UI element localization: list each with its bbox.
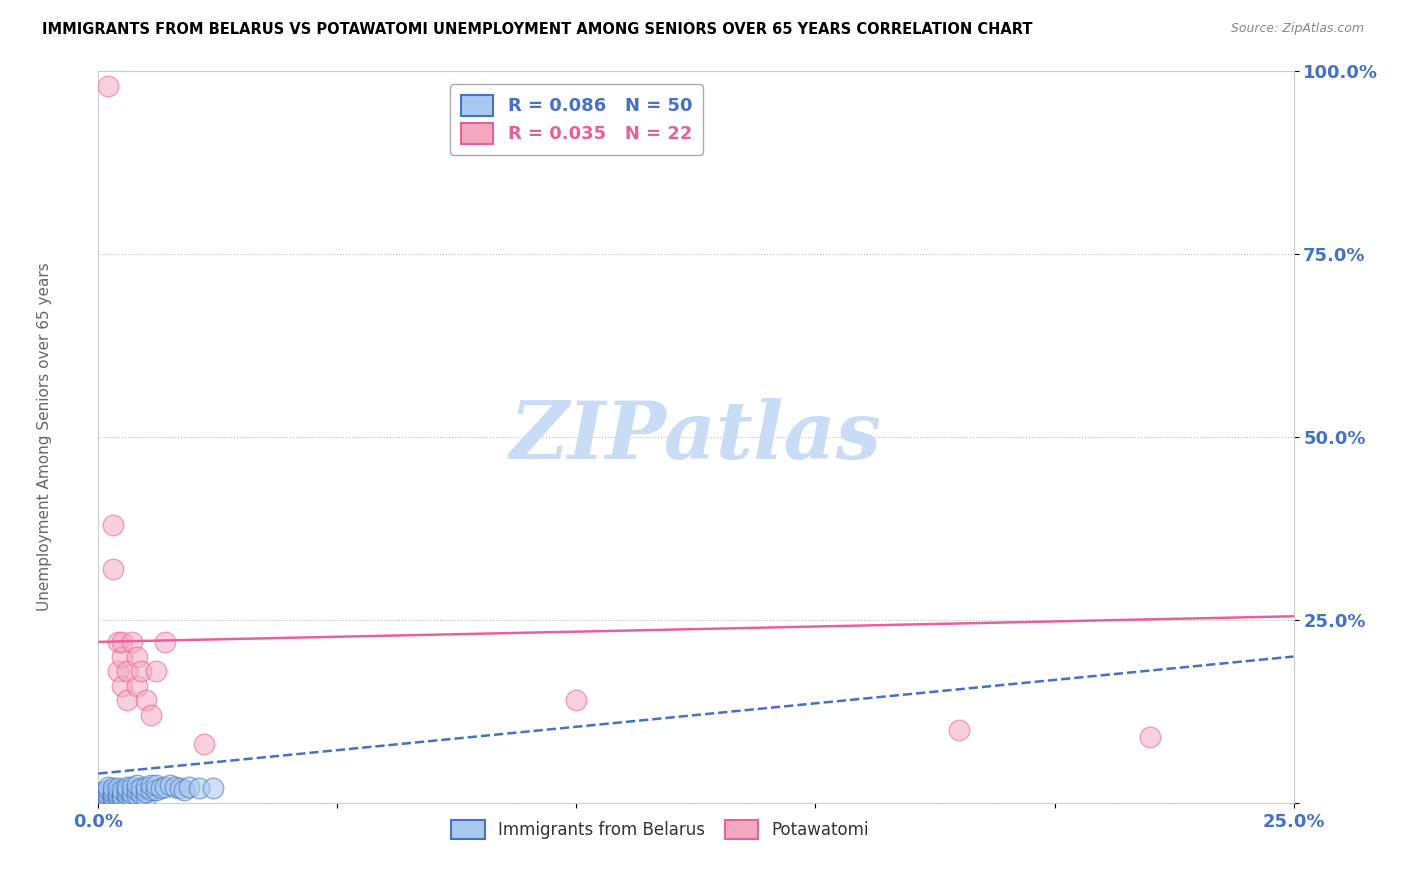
Point: [111, 635, 134, 649]
Legend: Immigrants from Belarus, Potawatomi: Immigrants from Belarus, Potawatomi: [444, 814, 876, 846]
Point: [97, 792, 120, 806]
Point: [111, 679, 134, 693]
Point: [565, 693, 588, 707]
Point: [155, 635, 177, 649]
Point: [107, 635, 129, 649]
Point: [107, 789, 129, 804]
Point: [131, 787, 153, 801]
Point: [145, 778, 167, 792]
Point: [125, 782, 148, 797]
Point: [97, 78, 120, 93]
Point: [202, 781, 225, 796]
Point: [115, 782, 138, 797]
Point: [173, 782, 195, 797]
Point: [155, 780, 177, 794]
Point: [125, 778, 148, 792]
Point: [101, 785, 124, 799]
Point: [135, 789, 157, 804]
Point: [91, 789, 114, 803]
Point: [97, 789, 120, 804]
Point: [107, 786, 129, 800]
Point: [111, 789, 134, 803]
Text: IMMIGRANTS FROM BELARUS VS POTAWATOMI UNEMPLOYMENT AMONG SENIORS OVER 65 YEARS C: IMMIGRANTS FROM BELARUS VS POTAWATOMI UN…: [42, 22, 1032, 37]
Point: [125, 649, 148, 664]
Point: [97, 780, 120, 794]
Point: [135, 785, 157, 799]
Point: [101, 789, 124, 804]
Point: [135, 693, 157, 707]
Point: [139, 782, 162, 797]
Point: [115, 787, 138, 801]
Point: [91, 785, 114, 799]
Text: ZIPatlas: ZIPatlas: [510, 399, 882, 475]
Point: [107, 791, 129, 805]
Point: [97, 787, 120, 801]
Point: [139, 778, 162, 792]
Point: [131, 664, 153, 678]
Point: [121, 789, 143, 804]
Point: [101, 781, 124, 796]
Point: [121, 780, 143, 794]
Point: [101, 789, 124, 803]
Point: [135, 780, 157, 794]
Point: [101, 792, 124, 806]
Point: [111, 791, 134, 805]
Point: [107, 664, 129, 678]
Point: [1139, 730, 1161, 744]
Point: [97, 782, 120, 797]
Point: [145, 664, 167, 678]
Point: [193, 737, 215, 751]
Point: [101, 562, 124, 576]
Point: [115, 693, 138, 707]
Point: [91, 792, 114, 806]
Point: [131, 781, 153, 796]
Point: [91, 789, 114, 804]
Point: [948, 723, 970, 737]
Point: [115, 664, 138, 678]
Point: [139, 708, 162, 723]
Point: [107, 781, 129, 796]
Point: [101, 517, 124, 532]
Text: Unemployment Among Seniors over 65 years: Unemployment Among Seniors over 65 years: [37, 263, 52, 611]
Point: [145, 782, 167, 797]
Point: [159, 778, 181, 792]
Point: [125, 679, 148, 693]
Point: [121, 635, 143, 649]
Point: [91, 787, 114, 801]
Point: [163, 780, 186, 794]
Point: [111, 649, 134, 664]
Point: [115, 780, 138, 794]
Point: [187, 781, 209, 796]
Text: Source: ZipAtlas.com: Source: ZipAtlas.com: [1230, 22, 1364, 36]
Point: [169, 781, 191, 796]
Point: [121, 786, 143, 800]
Point: [149, 781, 172, 796]
Point: [115, 789, 138, 804]
Point: [125, 789, 148, 803]
Point: [179, 780, 201, 794]
Point: [111, 782, 134, 797]
